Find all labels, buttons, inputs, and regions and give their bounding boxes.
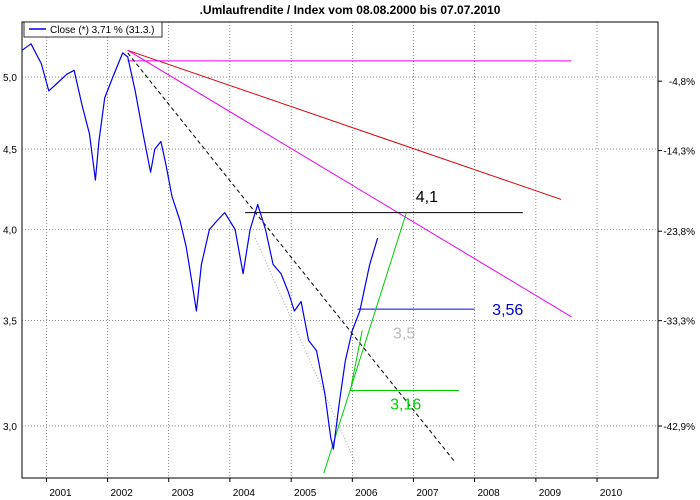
- y-right-tick-label: -14,3%: [663, 147, 695, 158]
- y-right-tick-label: -23,8%: [663, 227, 695, 238]
- trend-line: [127, 49, 572, 318]
- x-tick-label: 2009: [539, 488, 562, 499]
- x-tick-label: 2008: [477, 488, 500, 499]
- grid-layer: [22, 22, 658, 478]
- data-annotation: 3,16: [390, 397, 421, 414]
- y-right-tick-label: -4,8%: [669, 77, 695, 88]
- y-left-tick-label: 3,0: [3, 422, 17, 433]
- data-annotation: 4,1: [416, 189, 438, 206]
- x-tick-label: 2006: [355, 488, 378, 499]
- y-right-tick-label: -33,3%: [663, 317, 695, 328]
- x-tick-label: 2003: [172, 488, 195, 499]
- trend-line: [127, 52, 455, 462]
- x-tick-label: 2010: [600, 488, 623, 499]
- axis-layer: 2001 2002 2003 2004 2005 2006 2007 2008 2009 2010…: [3, 73, 695, 499]
- legend-label: Close (*) 3,71 % (31.3.): [50, 25, 155, 36]
- series-line: [21, 43, 379, 450]
- legend-box: [23, 21, 163, 38]
- trend-line: [323, 212, 407, 474]
- trend-line: [349, 330, 363, 391]
- x-tick-label: 2001: [49, 488, 72, 499]
- trend-line: [127, 49, 562, 200]
- chart-title: .Umlaufrendite / Index vom 08.08.2000 bi…: [200, 3, 501, 17]
- data-annotation: 3,5: [393, 326, 415, 343]
- y-left-tick-label: 3,5: [3, 317, 17, 328]
- x-tick-label: 2005: [294, 488, 317, 499]
- annotations-layer: 4,1 3,56 3,5 3,16: [390, 189, 523, 413]
- plot-area: [21, 21, 659, 479]
- x-tick-label: 2004: [233, 488, 256, 499]
- y-left-tick-label: 5,0: [3, 73, 17, 84]
- x-tick-label: 2002: [110, 488, 133, 499]
- y-left-tick-label: 4,0: [3, 225, 17, 236]
- y-right-tick-label: -42,9%: [663, 422, 695, 433]
- y-left-tick-label: 4,5: [3, 145, 17, 156]
- x-tick-label: 2007: [416, 488, 439, 499]
- series-layer: [21, 43, 379, 450]
- legend: Close (*) 3,71 % (31.3.): [23, 21, 163, 38]
- trendlines-layer: [127, 49, 572, 474]
- data-annotation: 3,56: [492, 302, 523, 319]
